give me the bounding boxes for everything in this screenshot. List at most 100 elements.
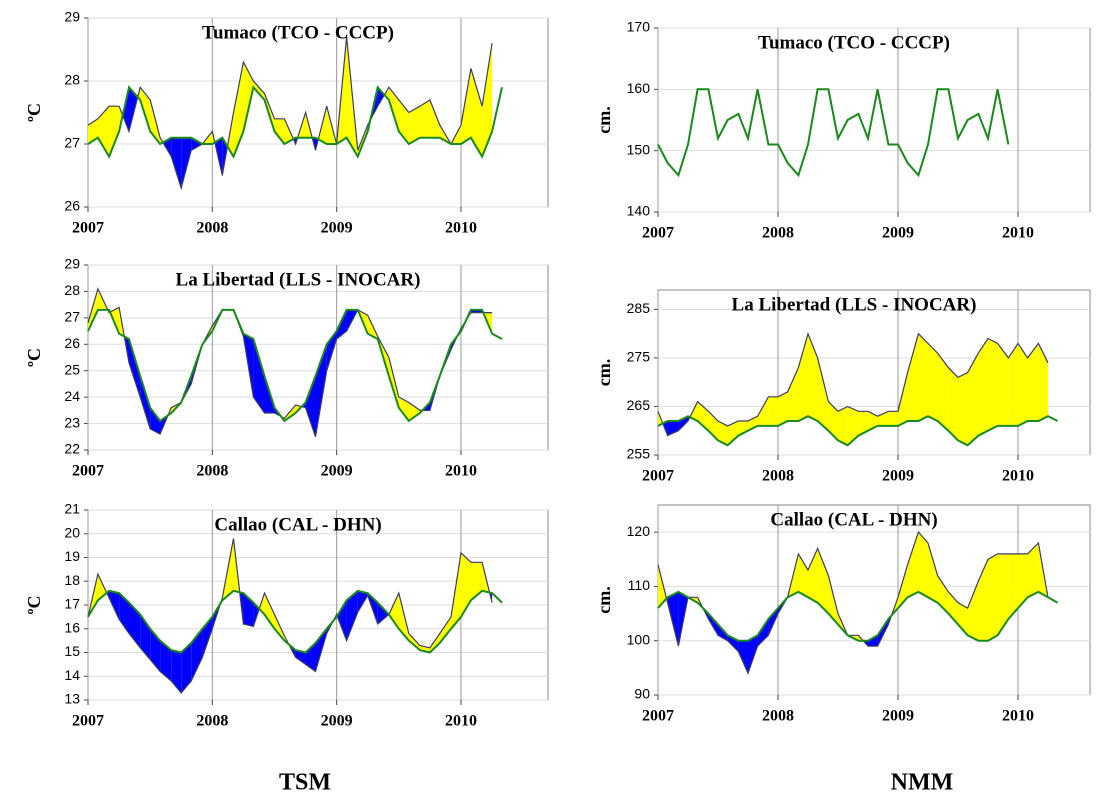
- y-tick-label: 22: [64, 441, 80, 457]
- x-tick-label: 2010: [1002, 225, 1034, 242]
- x-tick-label: 2010: [445, 220, 477, 237]
- fill-below: [667, 591, 679, 647]
- fill-below: [191, 137, 203, 151]
- fill-above: [967, 581, 979, 641]
- fill-above: [429, 633, 440, 653]
- x-tick-label: 2010: [1002, 708, 1034, 725]
- fill-below: [162, 137, 172, 157]
- fill-above: [907, 532, 919, 598]
- fill-above: [1027, 343, 1039, 421]
- fill-below: [181, 137, 192, 189]
- fill-above: [988, 338, 998, 431]
- fill-above: [898, 372, 908, 426]
- fill-below: [160, 640, 172, 681]
- y-tick-label: 21: [64, 501, 80, 517]
- fill-below: [337, 600, 347, 641]
- fill-above: [88, 118, 98, 144]
- fill-below: [295, 650, 306, 665]
- x-tick-label: 2007: [642, 225, 674, 242]
- fill-above: [828, 575, 838, 625]
- x-tick-label: 2007: [72, 713, 104, 730]
- x-tick-label: 2008: [762, 708, 794, 725]
- fill-below: [171, 137, 182, 189]
- chart-title: La Libertad (LLS - INOCAR): [732, 294, 977, 315]
- y-tick-label: 13: [64, 691, 80, 707]
- y-tick-label: 255: [627, 446, 651, 462]
- fill-above: [928, 343, 938, 421]
- fill-above: [388, 593, 399, 629]
- fill-above: [928, 543, 938, 603]
- y-tick-label: 275: [627, 349, 651, 365]
- fill-above: [778, 391, 788, 426]
- series-line: [657, 331, 1049, 437]
- series-line: [87, 287, 493, 437]
- fill-above: [1018, 343, 1028, 426]
- fill-below: [377, 602, 389, 624]
- y-tick-label: 25: [64, 361, 80, 377]
- x-tick-label: 2009: [321, 220, 353, 237]
- fill-above: [461, 552, 471, 617]
- y-tick-label: 26: [64, 198, 80, 214]
- fill-below: [346, 590, 358, 641]
- y-axis-label: ºC: [24, 103, 44, 122]
- fill-above: [997, 553, 1009, 636]
- series-line: [87, 85, 503, 159]
- fill-below: [191, 628, 203, 681]
- fill-above: [958, 372, 968, 446]
- x-tick-label: 2009: [882, 708, 914, 725]
- y-tick-label: 20: [64, 524, 80, 540]
- fill-above: [868, 411, 878, 431]
- fill-above: [233, 62, 244, 157]
- y-tick-label: 15: [64, 643, 80, 659]
- fill-above: [847, 406, 859, 446]
- fill-below: [305, 376, 316, 437]
- fill-above: [429, 99, 440, 138]
- fill-above: [408, 633, 420, 651]
- fill-above: [388, 357, 399, 408]
- fill-above: [470, 562, 483, 601]
- series-line: [657, 88, 1010, 178]
- chart-title: Tumaco (TCO - CCCP): [758, 32, 950, 53]
- fill-above: [918, 532, 928, 598]
- fill-above: [877, 411, 889, 426]
- x-tick-label: 2009: [321, 713, 353, 730]
- fill-above: [838, 406, 848, 446]
- y-tick-label: 23: [64, 414, 80, 430]
- fill-above: [470, 68, 483, 157]
- fill-above: [408, 402, 420, 421]
- fill-above: [727, 421, 739, 446]
- y-axis-label: ºC: [24, 596, 44, 615]
- fill-above: [798, 333, 808, 421]
- series-line: [87, 589, 503, 654]
- plot-frame: [657, 27, 1091, 213]
- fill-above: [817, 548, 829, 614]
- y-tick-label: 120: [627, 523, 651, 539]
- fill-above: [264, 593, 275, 629]
- fill-above: [948, 367, 958, 441]
- fill-above: [461, 68, 471, 144]
- y-tick-label: 29: [64, 9, 80, 25]
- fill-below: [708, 613, 718, 636]
- chart-title: La Libertad (LLS - INOCAR): [176, 269, 421, 290]
- fill-below: [748, 635, 758, 674]
- fill-above: [1018, 553, 1028, 609]
- fill-above: [967, 353, 979, 446]
- y-tick-label: 140: [627, 203, 651, 219]
- fill-above: [1027, 543, 1039, 598]
- series-line: [87, 308, 503, 423]
- fill-above: [1008, 553, 1018, 619]
- fill-above: [419, 99, 430, 138]
- chart-title: Callao (CAL - DHN): [770, 509, 937, 530]
- fill-above: [958, 602, 968, 636]
- caption: NMM: [891, 770, 954, 796]
- fill-below: [738, 640, 748, 674]
- x-tick-label: 2007: [72, 220, 104, 237]
- x-tick-label: 2009: [882, 468, 914, 485]
- fill-above: [482, 43, 493, 157]
- y-tick-label: 19: [64, 548, 80, 564]
- fill-below: [757, 619, 769, 647]
- y-tick-label: 16: [64, 619, 80, 635]
- y-tick-label: 170: [627, 19, 651, 35]
